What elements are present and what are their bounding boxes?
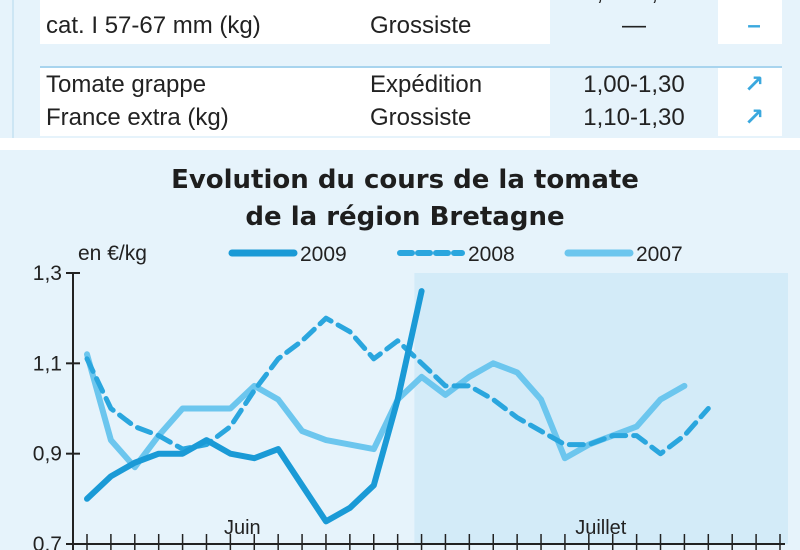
value-column-shade [550, 0, 718, 44]
y-tick-label: 0,7 [33, 533, 62, 550]
product-name-line1: Tomate grappe [46, 71, 207, 98]
month-label: Juin [224, 517, 261, 539]
y-tick-label: 1,1 [33, 352, 62, 375]
y-tick-label: 0,9 [33, 443, 62, 466]
market-stage-line1: Introduction [370, 0, 495, 9]
value-column-shade [550, 68, 718, 136]
legend-label-2007: 2007 [636, 243, 683, 266]
legend-label-2009: 2009 [300, 243, 347, 266]
series-line-2007 [84, 351, 688, 471]
price-range-line2: — [622, 12, 646, 39]
table-row: Tomate grappe France extra (kg) Expéditi… [40, 66, 782, 136]
product-name-line2: France extra (kg) [46, 104, 229, 131]
price-table: Tomate ronde France cat. I 57-67 mm (kg)… [0, 0, 800, 138]
y-axis-unit-label: en €/kg [78, 242, 147, 265]
chart-title-line2: de la région Bretagne [245, 202, 564, 232]
y-tick-label: 1,3 [33, 262, 62, 285]
month-shade-juillet [414, 273, 788, 544]
market-stage-line1: Expédition [370, 71, 483, 98]
table-row: Tomate ronde France cat. I 57-67 mm (kg)… [40, 0, 782, 44]
tomato-price-chart: Evolution du cours de la tomate de la ré… [33, 165, 788, 550]
chart-legend: 2009 2008 2007 [228, 243, 683, 266]
price-range-line1: 1,00-1,30 [583, 71, 685, 98]
trend-up-icon: ↗ [743, 104, 765, 131]
product-name-line2: cat. I 57-67 mm (kg) [46, 12, 261, 39]
legend-label-2008: 2008 [468, 243, 515, 266]
x-axis-ticks [86, 534, 781, 550]
series-line-2009 [84, 288, 425, 525]
chart-panel: Evolution du cours de la tomate de la ré… [0, 150, 800, 550]
trend-up-icon: ↗ [734, 0, 774, 9]
price-range-line2: 1,10-1,30 [583, 104, 685, 131]
trend-up-icon: ↗ [743, 71, 765, 98]
series-lines [84, 288, 711, 525]
chart-title-line1: Evolution du cours de la tomate [171, 165, 639, 195]
price-range-line1: 0,75-1,15 [550, 0, 718, 9]
table-left-rule [12, 0, 14, 138]
product-name-line1: Tomate ronde France [46, 0, 274, 9]
trend-flat-icon: – [747, 12, 761, 39]
market-stage-line2: Grossiste [370, 12, 472, 39]
market-stage-line2: Grossiste [370, 104, 472, 131]
y-axis-ticks: 1,3 1,1 0,9 0,7 [33, 262, 80, 550]
month-label: Juillet [575, 517, 627, 539]
month-labels: Juin Juillet [224, 517, 627, 539]
